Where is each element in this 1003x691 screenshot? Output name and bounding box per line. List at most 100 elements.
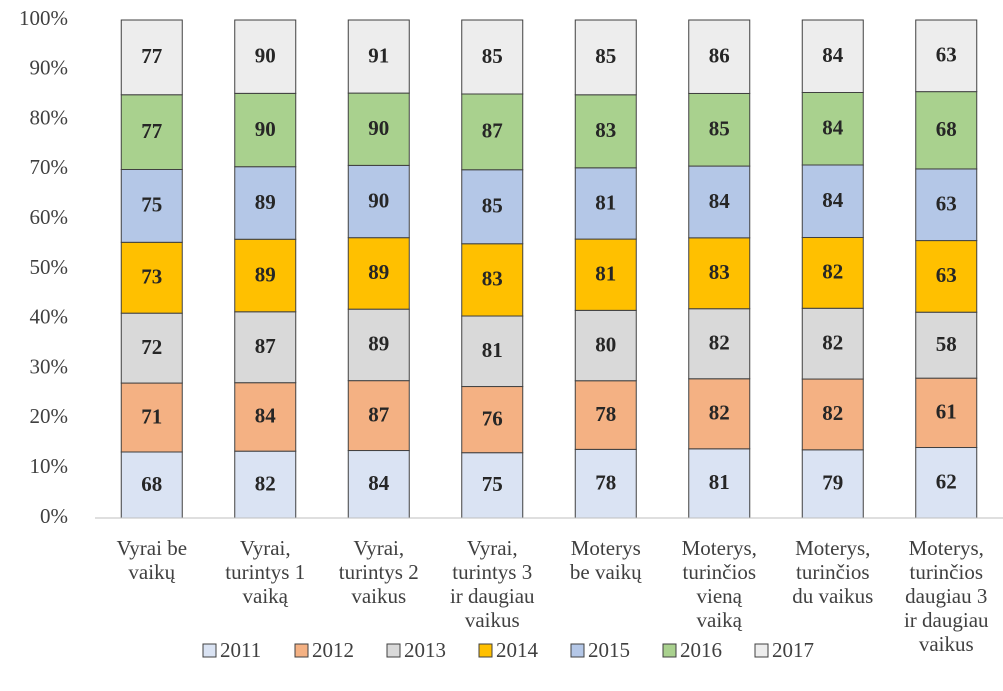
y-tick-label: 30% [30, 354, 69, 378]
data-label: 71 [141, 404, 162, 428]
x-tick-label: Moterys, turinčios vieną vaiką [682, 536, 757, 632]
bar-segment [801, 236, 864, 309]
x-tick-label: Moterys, turinčios daugiau 3 ir daugiau vaik… [904, 536, 989, 656]
y-tick-label: 70% [30, 155, 69, 179]
bar-segment [461, 243, 524, 317]
bar-segment [801, 164, 864, 238]
y-tick-label: 50% [30, 255, 69, 279]
data-label: 86 [709, 44, 730, 68]
data-label: 84 [822, 188, 844, 212]
data-label: 84 [368, 471, 390, 495]
bar-segment [120, 94, 183, 170]
data-label: 83 [482, 267, 503, 291]
y-tick-label: 80% [30, 105, 69, 129]
data-label: 82 [709, 401, 730, 425]
bar-segment [688, 92, 751, 167]
bar-segment [461, 93, 524, 171]
legend-swatch [386, 643, 401, 658]
bar-segment [234, 238, 297, 313]
data-label: 90 [368, 116, 389, 140]
data-label: 89 [368, 260, 389, 284]
data-label: 82 [822, 260, 843, 284]
bar-segment [688, 308, 751, 380]
legend-swatch [570, 643, 585, 658]
bar-segment [461, 386, 524, 454]
bar-segment [234, 382, 297, 452]
data-label: 78 [595, 402, 616, 426]
bar-segment [234, 166, 297, 240]
y-tick-label: 60% [30, 205, 69, 229]
bar-segment [688, 378, 751, 450]
legend-label: 2015 [588, 638, 630, 662]
data-label: 77 [141, 44, 162, 68]
bar-segment [234, 92, 297, 168]
data-label: 75 [482, 472, 503, 496]
bar-segment [347, 19, 410, 94]
data-label: 68 [141, 472, 162, 496]
x-tick-label: Moterys, turinčios du vaikus [792, 536, 873, 608]
data-label: 81 [482, 338, 503, 362]
bar-segment [801, 91, 864, 166]
bar-segment [688, 165, 751, 239]
legend-label: 2012 [312, 638, 354, 662]
data-label: 90 [255, 43, 276, 67]
x-tick-label: Vyrai, turintys 3 ir daugiau vaikus [450, 536, 535, 632]
data-label: 81 [595, 190, 616, 214]
data-label: 63 [936, 43, 957, 67]
bar-segment [347, 237, 410, 310]
legend-label: 2013 [404, 638, 446, 662]
bar-segment [120, 168, 183, 243]
data-label: 79 [822, 471, 843, 495]
data-label: 90 [368, 188, 389, 212]
data-label: 76 [482, 406, 503, 430]
bar-segment [915, 447, 978, 519]
data-label: 63 [936, 263, 957, 287]
bar-segment [915, 91, 978, 170]
x-tick-label: Vyrai, turintys 1 vaiką [225, 536, 305, 608]
data-label: 91 [368, 43, 389, 67]
data-label: 72 [141, 335, 162, 359]
legend-swatch [662, 643, 677, 658]
y-tick-label: 90% [30, 56, 69, 80]
data-label: 83 [709, 260, 730, 284]
data-label: 82 [822, 330, 843, 354]
bar-segment [915, 19, 978, 93]
data-label: 61 [936, 400, 957, 424]
data-label: 82 [255, 471, 276, 495]
legend-label: 2014 [496, 638, 539, 662]
legend-swatch [754, 643, 769, 658]
legend-swatch [202, 643, 217, 658]
data-label: 81 [595, 262, 616, 286]
legend-label: 2011 [220, 638, 261, 662]
data-label: 82 [822, 401, 843, 425]
y-tick-label: 10% [30, 454, 69, 478]
bar-segment [915, 311, 978, 379]
data-label: 85 [482, 194, 503, 218]
x-tick-label: Moterys be vaikų [570, 536, 642, 584]
bar-segment [574, 19, 637, 96]
bar-segment [120, 19, 183, 96]
data-label: 63 [936, 192, 957, 216]
bar-segment [801, 19, 864, 93]
data-label: 84 [822, 116, 844, 140]
bar-segment [688, 19, 751, 94]
data-label: 80 [595, 332, 616, 356]
data-label: 73 [141, 265, 162, 289]
data-label: 82 [709, 331, 730, 355]
legend-label: 2017 [772, 638, 814, 662]
bar-segment [915, 240, 978, 313]
data-label: 75 [141, 193, 162, 217]
bar-segment [347, 164, 410, 239]
data-label: 84 [255, 404, 277, 428]
bar-segment [120, 241, 183, 314]
y-tick-label: 20% [30, 404, 69, 428]
bar-segment [461, 19, 524, 95]
x-tick-label: Vyrai be vaikų [116, 536, 187, 584]
data-label: 68 [936, 117, 957, 141]
data-label: 89 [255, 262, 276, 286]
data-label: 81 [709, 470, 730, 494]
bar-segment [234, 311, 297, 384]
bar-segment [347, 308, 410, 382]
bar-segment [461, 169, 524, 245]
